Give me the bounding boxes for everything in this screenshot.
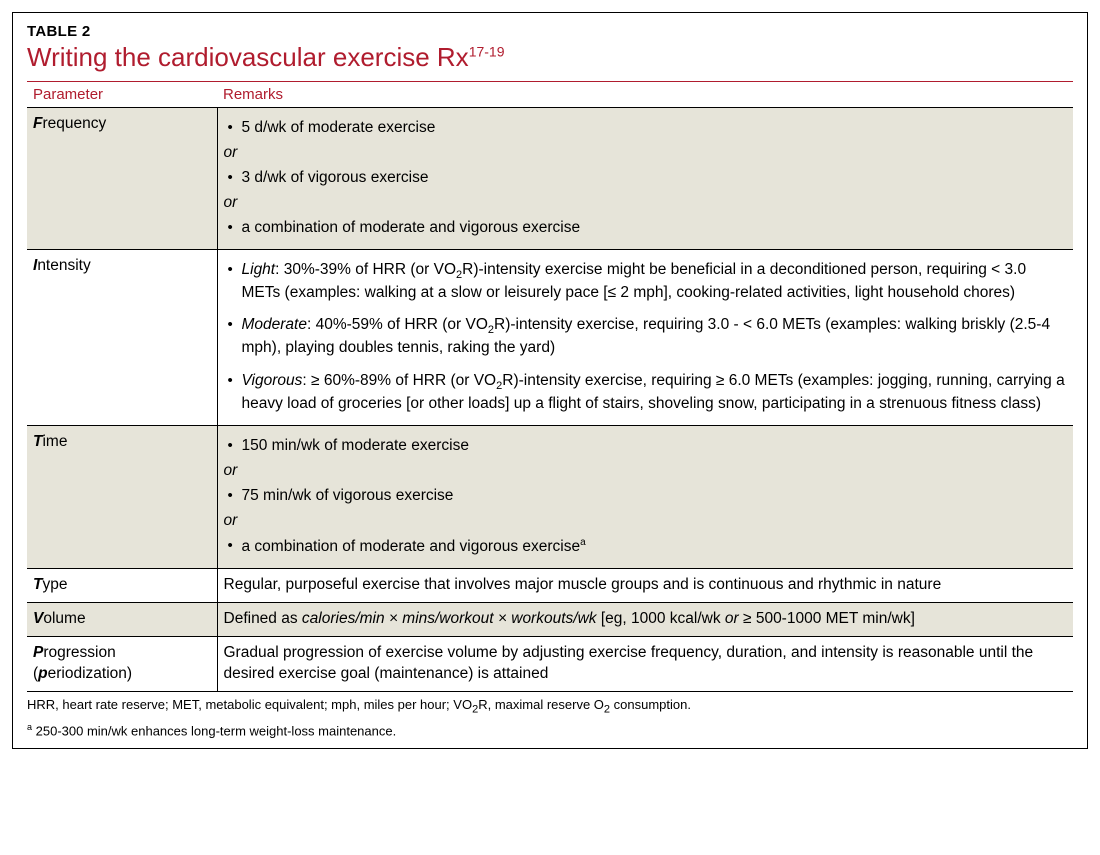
time-bullet-2: 75 min/wk of vigorous exercise xyxy=(224,486,1066,507)
header-parameter: Parameter xyxy=(27,82,217,108)
intensity-bullet-vigorous: Vigorous: ≥ 60%-89% of HRR (or VO2R)-int… xyxy=(224,371,1066,415)
remarks-frequency: 5 d/wk of moderate exercise or 3 d/wk of… xyxy=(217,108,1073,250)
param-intensity: Intensity xyxy=(27,249,217,426)
table-title: Writing the cardiovascular exercise Rx17… xyxy=(27,42,1073,73)
remarks-progression: Gradual progression of exercise volume b… xyxy=(217,636,1073,691)
freq-bullet-2: 3 d/wk of vigorous exercise xyxy=(224,168,1066,189)
row-frequency: Frequency 5 d/wk of moderate exercise or… xyxy=(27,108,1073,250)
time-bullet-1: 150 min/wk of moderate exercise xyxy=(224,436,1066,457)
remarks-time: 150 min/wk of moderate exercise or 75 mi… xyxy=(217,426,1073,569)
table-container: TABLE 2 Writing the cardiovascular exerc… xyxy=(12,12,1088,749)
time-or-1: or xyxy=(224,461,1066,482)
freq-bullet-3: a combination of moderate and vigorous e… xyxy=(224,218,1066,239)
param-progression: Progression(periodization) xyxy=(27,636,217,691)
param-type: Type xyxy=(27,568,217,602)
row-progression: Progression(periodization) Gradual progr… xyxy=(27,636,1073,691)
main-table: Parameter Remarks Frequency 5 d/wk of mo… xyxy=(27,81,1073,692)
param-time: Time xyxy=(27,426,217,569)
row-volume: Volume Defined as calories/min × mins/wo… xyxy=(27,602,1073,636)
freq-bullet-1: 5 d/wk of moderate exercise xyxy=(224,118,1066,139)
param-volume: Volume xyxy=(27,602,217,636)
remarks-intensity: Light: 30%-39% of HRR (or VO2R)-intensit… xyxy=(217,249,1073,426)
header-remarks: Remarks xyxy=(217,82,1073,108)
time-bullet-3: a combination of moderate and vigorous e… xyxy=(224,536,1066,558)
title-text: Writing the cardiovascular exercise Rx xyxy=(27,42,469,72)
footnote-a: a 250-300 min/wk enhances long-term weig… xyxy=(27,721,1073,740)
row-type: Type Regular, purposeful exercise that i… xyxy=(27,568,1073,602)
title-superscript: 17-19 xyxy=(469,43,505,59)
remarks-type: Regular, purposeful exercise that involv… xyxy=(217,568,1073,602)
intensity-bullet-moderate: Moderate: 40%-59% of HRR (or VO2R)-inten… xyxy=(224,315,1066,359)
remarks-volume: Defined as calories/min × mins/workout ×… xyxy=(217,602,1073,636)
intensity-bullet-light: Light: 30%-39% of HRR (or VO2R)-intensit… xyxy=(224,260,1066,304)
row-intensity: Intensity Light: 30%-39% of HRR (or VO2R… xyxy=(27,249,1073,426)
freq-or-1: or xyxy=(224,143,1066,164)
table-label: TABLE 2 xyxy=(27,23,1073,40)
freq-or-2: or xyxy=(224,193,1066,214)
header-row: Parameter Remarks xyxy=(27,82,1073,108)
footnote-abbreviations: HRR, heart rate reserve; MET, metabolic … xyxy=(27,696,1073,717)
time-or-2: or xyxy=(224,511,1066,532)
param-frequency: Frequency xyxy=(27,108,217,250)
row-time: Time 150 min/wk of moderate exercise or … xyxy=(27,426,1073,569)
